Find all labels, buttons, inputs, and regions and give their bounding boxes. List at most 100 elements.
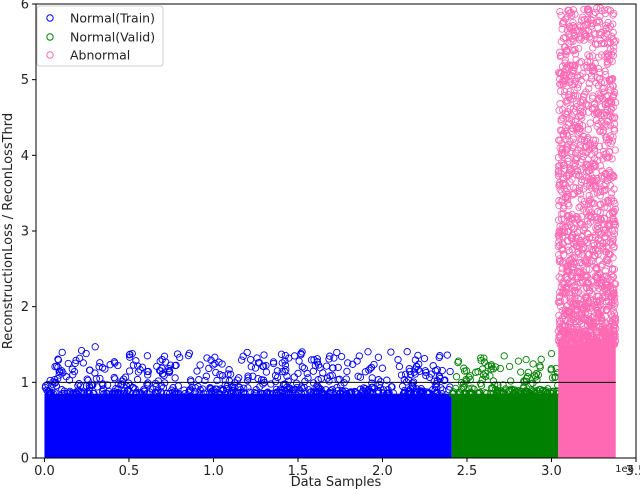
data-point xyxy=(344,359,352,367)
data-point xyxy=(487,365,495,373)
data-point xyxy=(563,336,571,344)
data-point xyxy=(494,387,502,395)
data-point xyxy=(441,376,449,384)
data-point xyxy=(609,273,618,281)
data-point xyxy=(558,210,566,218)
x-tick-label: 1.0 xyxy=(203,464,224,479)
data-point xyxy=(281,368,289,376)
data-point xyxy=(329,364,337,372)
data-point xyxy=(569,259,577,267)
data-point xyxy=(281,351,290,360)
data-point xyxy=(594,16,603,25)
data-point xyxy=(607,170,615,178)
data-point xyxy=(55,371,63,379)
data-point xyxy=(608,290,617,298)
data-point xyxy=(597,262,605,270)
data-point xyxy=(98,387,107,396)
data-point xyxy=(144,379,152,387)
data-point xyxy=(158,355,166,364)
data-point xyxy=(580,200,588,209)
data-point xyxy=(357,389,366,397)
data-point xyxy=(565,71,573,80)
data-point xyxy=(576,220,585,228)
data-point xyxy=(569,70,577,78)
data-point xyxy=(583,303,591,311)
data-point xyxy=(581,315,589,324)
data-point xyxy=(555,167,563,175)
data-point xyxy=(604,199,613,207)
data-point xyxy=(583,279,591,287)
data-point xyxy=(562,136,570,144)
data-point xyxy=(606,168,614,177)
data-point xyxy=(443,351,451,359)
data-point xyxy=(489,365,497,373)
y-tick-label: 4 xyxy=(21,149,29,164)
data-point xyxy=(333,348,341,357)
data-point xyxy=(589,44,597,52)
data-point xyxy=(585,84,593,93)
data-point xyxy=(161,379,169,387)
data-point xyxy=(555,238,563,246)
data-point xyxy=(394,356,402,364)
data-point xyxy=(573,92,582,100)
data-point xyxy=(461,389,470,398)
data-point xyxy=(555,68,563,77)
data-point xyxy=(583,294,592,302)
data-point xyxy=(583,63,591,72)
data-point xyxy=(125,367,134,375)
data-point xyxy=(574,333,582,341)
data-point xyxy=(449,388,458,396)
data-point xyxy=(310,356,318,364)
data-point xyxy=(257,376,266,384)
data-point xyxy=(536,362,544,370)
data-point xyxy=(561,56,569,64)
data-point xyxy=(604,31,612,39)
data-point xyxy=(593,274,601,282)
data-point xyxy=(554,231,562,239)
data-point xyxy=(159,384,168,392)
data-point xyxy=(577,144,585,152)
data-point xyxy=(556,320,564,328)
legend-marker-normal-valid xyxy=(46,33,54,41)
data-point xyxy=(250,389,259,397)
data-point xyxy=(562,97,570,105)
data-point xyxy=(572,170,581,179)
data-point xyxy=(73,389,81,398)
data-point xyxy=(564,91,573,99)
data-point xyxy=(365,366,373,374)
data-point xyxy=(606,7,615,15)
data-point xyxy=(356,373,365,381)
data-point xyxy=(563,145,571,154)
data-point xyxy=(611,221,620,229)
data-point xyxy=(557,69,566,77)
data-point xyxy=(606,83,615,91)
data-point xyxy=(134,362,142,370)
data-point xyxy=(398,382,407,390)
data-point xyxy=(255,358,263,367)
data-point xyxy=(514,357,523,365)
data-point xyxy=(561,223,570,231)
data-point xyxy=(568,273,577,281)
data-point xyxy=(589,159,597,167)
data-point xyxy=(557,80,565,89)
data-point xyxy=(558,259,567,267)
dense-band-normal-valid xyxy=(451,393,559,458)
data-point xyxy=(482,372,490,381)
data-point xyxy=(573,242,581,250)
data-point xyxy=(325,377,333,385)
data-point xyxy=(612,37,620,45)
data-point xyxy=(319,389,327,398)
data-point xyxy=(611,113,619,121)
data-point xyxy=(202,372,211,380)
data-point xyxy=(300,364,308,372)
data-point xyxy=(370,360,378,369)
data-point xyxy=(103,381,112,389)
y-tick-label: 3 xyxy=(21,225,29,240)
data-point xyxy=(564,264,572,272)
data-point xyxy=(573,275,582,283)
data-point xyxy=(528,386,536,394)
plot-area xyxy=(41,4,620,458)
data-point xyxy=(608,299,616,307)
data-point xyxy=(334,376,342,384)
axes: 0.0 0.5 1.0 1.5 2.0 2.5 3.0 3.5 0 1 2 3 4 5 6 xyxy=(21,0,640,479)
